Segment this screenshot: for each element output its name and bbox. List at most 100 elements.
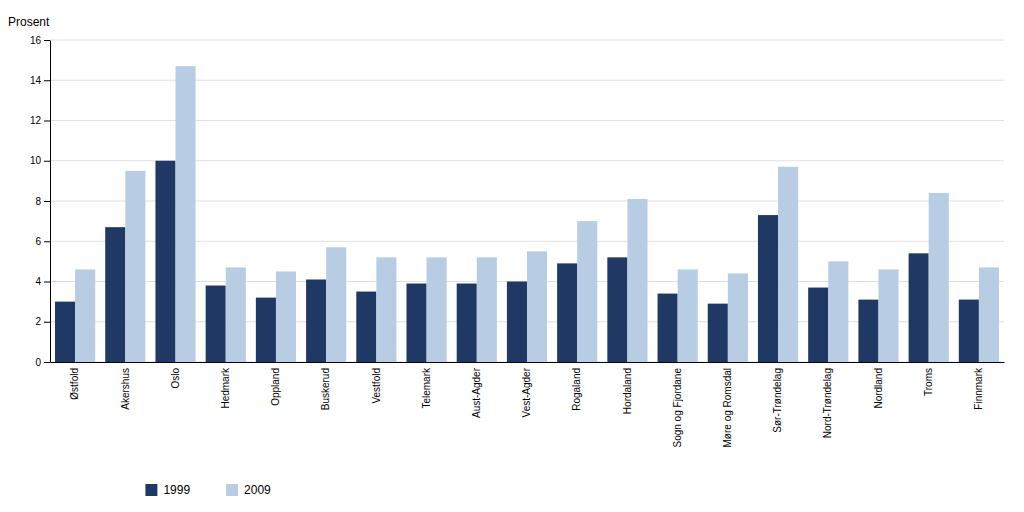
- bar: [577, 221, 597, 362]
- bar: [778, 167, 798, 362]
- bar: [728, 273, 748, 362]
- bar: [557, 263, 577, 362]
- grid: [50, 40, 1004, 362]
- x-tick: Akershus: [120, 368, 131, 410]
- bar: [306, 279, 326, 362]
- y-tick-mark: [44, 201, 50, 202]
- y-axis-title: Prosent: [8, 15, 50, 29]
- legend-swatch: [226, 484, 238, 496]
- x-tick-label: Troms: [923, 368, 934, 396]
- bar: [206, 286, 226, 362]
- bar: [376, 257, 396, 362]
- x-tick-label: Vest-Agder: [521, 367, 532, 417]
- plot: 0 2 4 6 8 10 12 14 16 Østfold Akershus Oslo Hedmark O…: [30, 35, 1005, 448]
- legend-entry: 1999: [145, 483, 190, 497]
- x-tick: Rogaland: [571, 368, 582, 411]
- x-tick: Buskerud: [320, 368, 331, 410]
- x-tick: Telemark: [421, 367, 432, 409]
- bar: [507, 282, 527, 363]
- bar: [176, 66, 196, 362]
- y-tick-mark: [44, 121, 50, 122]
- x-tick: Sør-Trøndelag: [772, 368, 783, 433]
- x-tick: Oslo: [170, 368, 181, 389]
- y-tick-label: 16: [30, 35, 42, 46]
- legend: 1999 2009: [145, 483, 271, 497]
- x-tick-label: Oppland: [270, 368, 281, 406]
- legend-label: 1999: [163, 483, 190, 497]
- x-axis-line: [51, 362, 1005, 363]
- y-tick: 14: [30, 75, 50, 86]
- x-tick-label: Finnmark: [973, 367, 984, 410]
- y-tick-label: 6: [35, 236, 41, 247]
- bar: [678, 269, 698, 362]
- bar: [406, 284, 426, 362]
- y-tick: 2: [35, 316, 50, 327]
- x-tick-label: Rogaland: [571, 368, 582, 411]
- x-tick: Sogn og Fjordane: [672, 368, 683, 448]
- bar: [155, 161, 175, 362]
- y-tick-label: 4: [35, 276, 41, 287]
- y-axis-line: [50, 41, 51, 363]
- x-tick-label: Hedmark: [220, 367, 231, 409]
- bar: [105, 227, 125, 362]
- bar: [276, 271, 296, 362]
- bar: [326, 247, 346, 362]
- bar: [708, 304, 728, 362]
- x-tick: Østfold: [69, 368, 80, 400]
- legend-swatch: [145, 484, 157, 496]
- x-tick-label: Oslo: [170, 368, 181, 389]
- y-tick-mark: [44, 362, 50, 363]
- bar: [226, 267, 246, 362]
- bar: [828, 261, 848, 362]
- x-tick: Troms: [923, 368, 934, 396]
- bar: [477, 257, 497, 362]
- y-tick-label: 10: [30, 155, 42, 166]
- x-tick: Aust-Agder: [471, 367, 482, 418]
- y-tick: 12: [30, 115, 50, 126]
- bar: [658, 294, 678, 362]
- bar: [125, 171, 145, 362]
- y-tick-mark: [44, 80, 50, 81]
- bar: [427, 257, 447, 362]
- x-tick: Vest-Agder: [521, 367, 532, 417]
- bar: [457, 284, 477, 362]
- bar-series: [75, 66, 999, 362]
- bar: [75, 269, 95, 362]
- legend-entry: 2009: [226, 483, 271, 497]
- legend-label: 2009: [244, 483, 271, 497]
- bar: [929, 193, 949, 362]
- y-tick-label: 14: [30, 75, 42, 86]
- x-tick-label: Møre og Romsdal: [722, 368, 733, 447]
- y-tick-label: 12: [30, 115, 42, 126]
- x-tick: Møre og Romsdal: [722, 368, 733, 447]
- x-tick: Nord-Trøndelag: [822, 368, 833, 438]
- x-tick-label: Sør-Trøndelag: [772, 368, 783, 433]
- y-axis: 0 2 4 6 8 10 12 14 16: [30, 35, 51, 368]
- y-tick-label: 8: [35, 196, 41, 207]
- y-tick-mark: [44, 241, 50, 242]
- bar: [356, 292, 376, 362]
- x-tick: Hedmark: [220, 367, 231, 409]
- chart: 0 2 4 6 8 10 12 14 16 Østfold Akershus Oslo Hedmark O…: [0, 0, 1024, 512]
- y-tick: 8: [35, 196, 50, 207]
- x-tick-label: Akershus: [120, 368, 131, 410]
- bar: [527, 251, 547, 362]
- x-tick: Hordaland: [622, 368, 633, 414]
- x-tick-label: Vestfold: [371, 368, 382, 404]
- x-axis: Østfold Akershus Oslo Hedmark Oppland Buskeru…: [51, 363, 1005, 448]
- y-tick-mark: [44, 282, 50, 283]
- bar: [808, 288, 828, 362]
- bar: [909, 253, 929, 362]
- x-tick-label: Nord-Trøndelag: [822, 368, 833, 438]
- x-tick-label: Hordaland: [622, 368, 633, 414]
- bar: [256, 298, 276, 362]
- y-tick-label: 2: [35, 316, 41, 327]
- y-tick-label: 0: [35, 357, 41, 368]
- x-tick: Finnmark: [973, 367, 984, 410]
- x-tick-label: Sogn og Fjordane: [672, 368, 683, 448]
- y-tick-mark: [44, 161, 50, 162]
- y-tick: 0: [35, 357, 50, 368]
- bar: [55, 302, 75, 362]
- y-tick: 4: [35, 276, 50, 287]
- x-tick: Nordland: [873, 368, 884, 409]
